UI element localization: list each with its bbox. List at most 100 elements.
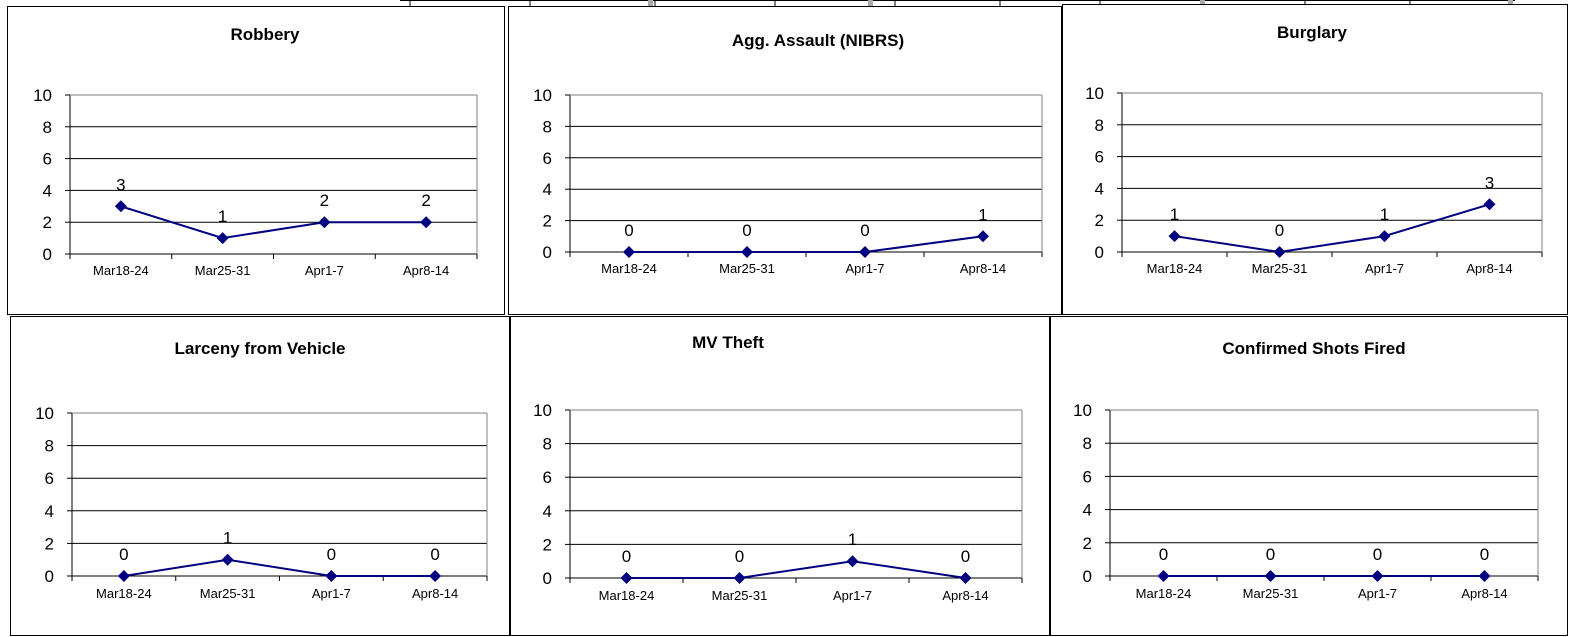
y-tick-label: 0 — [1083, 567, 1092, 586]
y-tick-label: 4 — [543, 180, 552, 199]
data-label: 0 — [735, 547, 744, 566]
y-tick-label: 10 — [1073, 401, 1092, 420]
y-tick-label: 8 — [543, 435, 552, 454]
y-tick-label: 2 — [1095, 211, 1104, 230]
data-point-marker — [1168, 230, 1181, 243]
data-label: 0 — [327, 545, 336, 564]
y-tick-label: 6 — [1083, 467, 1092, 486]
data-label: 0 — [860, 221, 869, 240]
data-point-marker — [114, 200, 127, 213]
data-point-marker — [429, 570, 442, 582]
data-point-marker — [1157, 570, 1170, 582]
chart-title: MV Theft — [692, 333, 764, 352]
data-label: 3 — [1485, 173, 1494, 192]
data-point-marker — [117, 570, 130, 582]
x-category-label: Apr1-7 — [1365, 261, 1404, 276]
y-tick-label: 8 — [45, 437, 54, 456]
x-category-label: Mar18-24 — [601, 261, 657, 276]
chart-svg: Robbery 0 2 4 6 8 10 Mar18-24 Mar25-31 Apr1-7 Apr8… — [33, 25, 478, 278]
data-label: 0 — [1373, 545, 1382, 564]
data-point-marker — [1483, 198, 1496, 211]
data-label: 0 — [119, 545, 128, 564]
x-category-label: Apr8-14 — [412, 586, 458, 601]
data-label: 1 — [218, 207, 227, 226]
x-category-label: Apr1-7 — [305, 263, 344, 278]
y-tick-label: 10 — [533, 401, 552, 420]
data-point-marker — [1264, 570, 1277, 582]
chart-panel-mv-theft: MV Theft 0 2 4 6 8 10 Mar18-24 Mar25-31 Apr1-7 Apr… — [510, 316, 1050, 636]
chart-panel-agg-assault: Agg. Assault (NIBRS) 0 2 4 6 8 10 Mar18-24 Mar25… — [508, 6, 1062, 315]
data-label: 0 — [622, 547, 631, 566]
x-category-label: Mar18-24 — [1147, 261, 1203, 276]
y-tick-label: 0 — [45, 567, 54, 586]
data-point-marker — [846, 555, 859, 568]
data-label: 0 — [1275, 221, 1284, 240]
data-point-marker — [318, 216, 331, 229]
x-category-label: Mar18-24 — [599, 588, 655, 603]
y-tick-label: 10 — [35, 404, 54, 423]
y-tick-label: 4 — [43, 181, 52, 200]
data-label: 3 — [116, 175, 125, 194]
data-label: 0 — [961, 547, 970, 566]
data-label: 1 — [223, 529, 232, 548]
x-category-label: Mar25-31 — [712, 588, 768, 603]
x-category-label: Apr8-14 — [1461, 586, 1507, 601]
data-label: 2 — [320, 191, 329, 210]
x-category-label: Mar18-24 — [93, 263, 149, 278]
x-category-label: Apr8-14 — [1466, 261, 1512, 276]
data-label: 0 — [1159, 545, 1168, 564]
chart-panel-burglary: Burglary 0 2 4 6 8 10 Mar18-24 Mar25-31 Apr1-7 Apr… — [1062, 4, 1568, 315]
y-tick-label: 6 — [543, 468, 552, 487]
x-category-label: Apr1-7 — [312, 586, 351, 601]
data-label: 2 — [421, 191, 430, 210]
series-line — [123, 558, 436, 577]
data-point-marker — [859, 246, 871, 258]
data-point-marker — [977, 230, 989, 243]
chart-title: Confirmed Shots Fired — [1222, 339, 1405, 358]
data-label: 0 — [1480, 545, 1489, 564]
y-tick-label: 0 — [43, 245, 52, 264]
data-label: 1 — [1380, 205, 1389, 224]
data-point-marker — [959, 572, 972, 584]
y-tick-label: 8 — [1095, 116, 1104, 135]
data-label: 1 — [848, 530, 857, 549]
chart-svg: Confirmed Shots Fired 0 2 4 6 8 10 Mar18-24 Mar2… — [1073, 339, 1539, 601]
series-line — [120, 205, 427, 240]
x-category-label: Mar25-31 — [195, 263, 251, 278]
x-category-label: Apr8-14 — [960, 261, 1006, 276]
y-tick-label: 6 — [543, 149, 552, 168]
data-point-marker — [733, 572, 746, 584]
series-line — [626, 560, 966, 579]
data-point-marker — [741, 246, 753, 258]
y-tick-label: 2 — [1083, 534, 1092, 553]
y-tick-label: 8 — [543, 117, 552, 136]
y-tick-label: 10 — [1085, 84, 1104, 103]
y-tick-label: 0 — [1095, 243, 1104, 262]
chart-panel-larceny-from-vehicle: Larceny from Vehicle 0 2 4 6 8 10 Mar18-24 Mar25… — [10, 316, 510, 636]
data-point-marker — [221, 553, 234, 566]
y-tick-label: 2 — [543, 212, 552, 231]
y-tick-label: 8 — [43, 118, 52, 137]
x-category-label: Mar18-24 — [1136, 586, 1192, 601]
chart-panel-robbery: Robbery 0 2 4 6 8 10 Mar18-24 Mar25-31 Apr1-7 Apr8… — [7, 6, 505, 315]
chart-title: Robbery — [231, 25, 301, 44]
y-tick-label: 6 — [1095, 148, 1104, 167]
y-tick-label: 2 — [43, 213, 52, 232]
chart-title: Burglary — [1277, 23, 1347, 42]
x-category-label: Apr1-7 — [833, 588, 872, 603]
x-category-label: Apr1-7 — [1358, 586, 1397, 601]
data-point-marker — [1478, 570, 1491, 582]
x-category-label: Mar25-31 — [719, 261, 775, 276]
data-label: 1 — [1170, 205, 1179, 224]
series-line — [1174, 203, 1490, 254]
y-tick-label: 10 — [533, 86, 552, 105]
chart-title: Larceny from Vehicle — [174, 339, 345, 358]
series-line — [629, 235, 984, 253]
